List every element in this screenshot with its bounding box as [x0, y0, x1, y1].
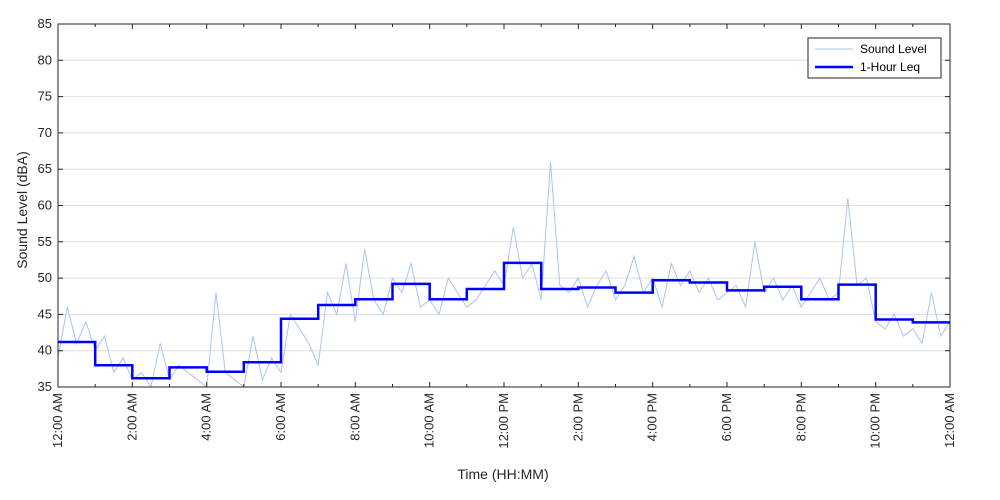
y-tick-label: 75: [38, 89, 52, 104]
x-tick-label: 12:00 AM: [50, 393, 65, 448]
x-tick-label: 2:00 AM: [124, 393, 139, 441]
x-tick-label: 2:00 PM: [570, 393, 585, 441]
legend-label-1-hour-leq: 1-Hour Leq: [860, 60, 920, 74]
x-axis-title: Time (HH:MM): [457, 466, 548, 482]
legend-box: [807, 37, 942, 79]
series-layer: [57, 161, 951, 389]
series-1-hour-leq: [58, 261, 950, 380]
y-tick-label: 60: [38, 198, 52, 213]
legend-label-sound-level: Sound Level: [860, 42, 927, 56]
x-tick-label: 12:00 PM: [496, 393, 511, 449]
axes-layer: 35 40 45 50 55 60 65 70 75 80 85 12:00 AM 2:00 AM 4:0…: [38, 16, 957, 449]
y-tick-label: 40: [38, 343, 52, 358]
x-tick-label: 12:00 AM: [942, 393, 957, 448]
y-tick-label: 55: [38, 234, 52, 249]
x-tick-label: 4:00 AM: [199, 393, 214, 441]
x-tick-label: 8:00 PM: [793, 393, 808, 441]
y-tick-label: 50: [38, 270, 52, 285]
legend: Sound Level 1-Hour Leq: [807, 37, 942, 79]
y-axis-title: Sound Level (dBA): [14, 151, 30, 269]
grid-layer: [58, 59, 950, 352]
x-tick-label: 10:00 PM: [868, 393, 883, 449]
x-tick-label: 6:00 PM: [719, 393, 734, 441]
axes-box: [57, 23, 951, 388]
y-tick-label: 85: [38, 16, 52, 31]
y-tick-label: 65: [38, 161, 52, 176]
x-tick-label: 10:00 AM: [422, 393, 437, 448]
y-tick-label: 45: [38, 306, 52, 321]
y-tick-label: 70: [38, 125, 52, 140]
y-tick-label: 80: [38, 52, 52, 67]
x-tick-label: 6:00 AM: [273, 393, 288, 441]
x-tick-label: 4:00 PM: [645, 393, 660, 441]
y-tick-label: 35: [38, 379, 52, 394]
x-tick-label: 8:00 AM: [347, 393, 362, 441]
